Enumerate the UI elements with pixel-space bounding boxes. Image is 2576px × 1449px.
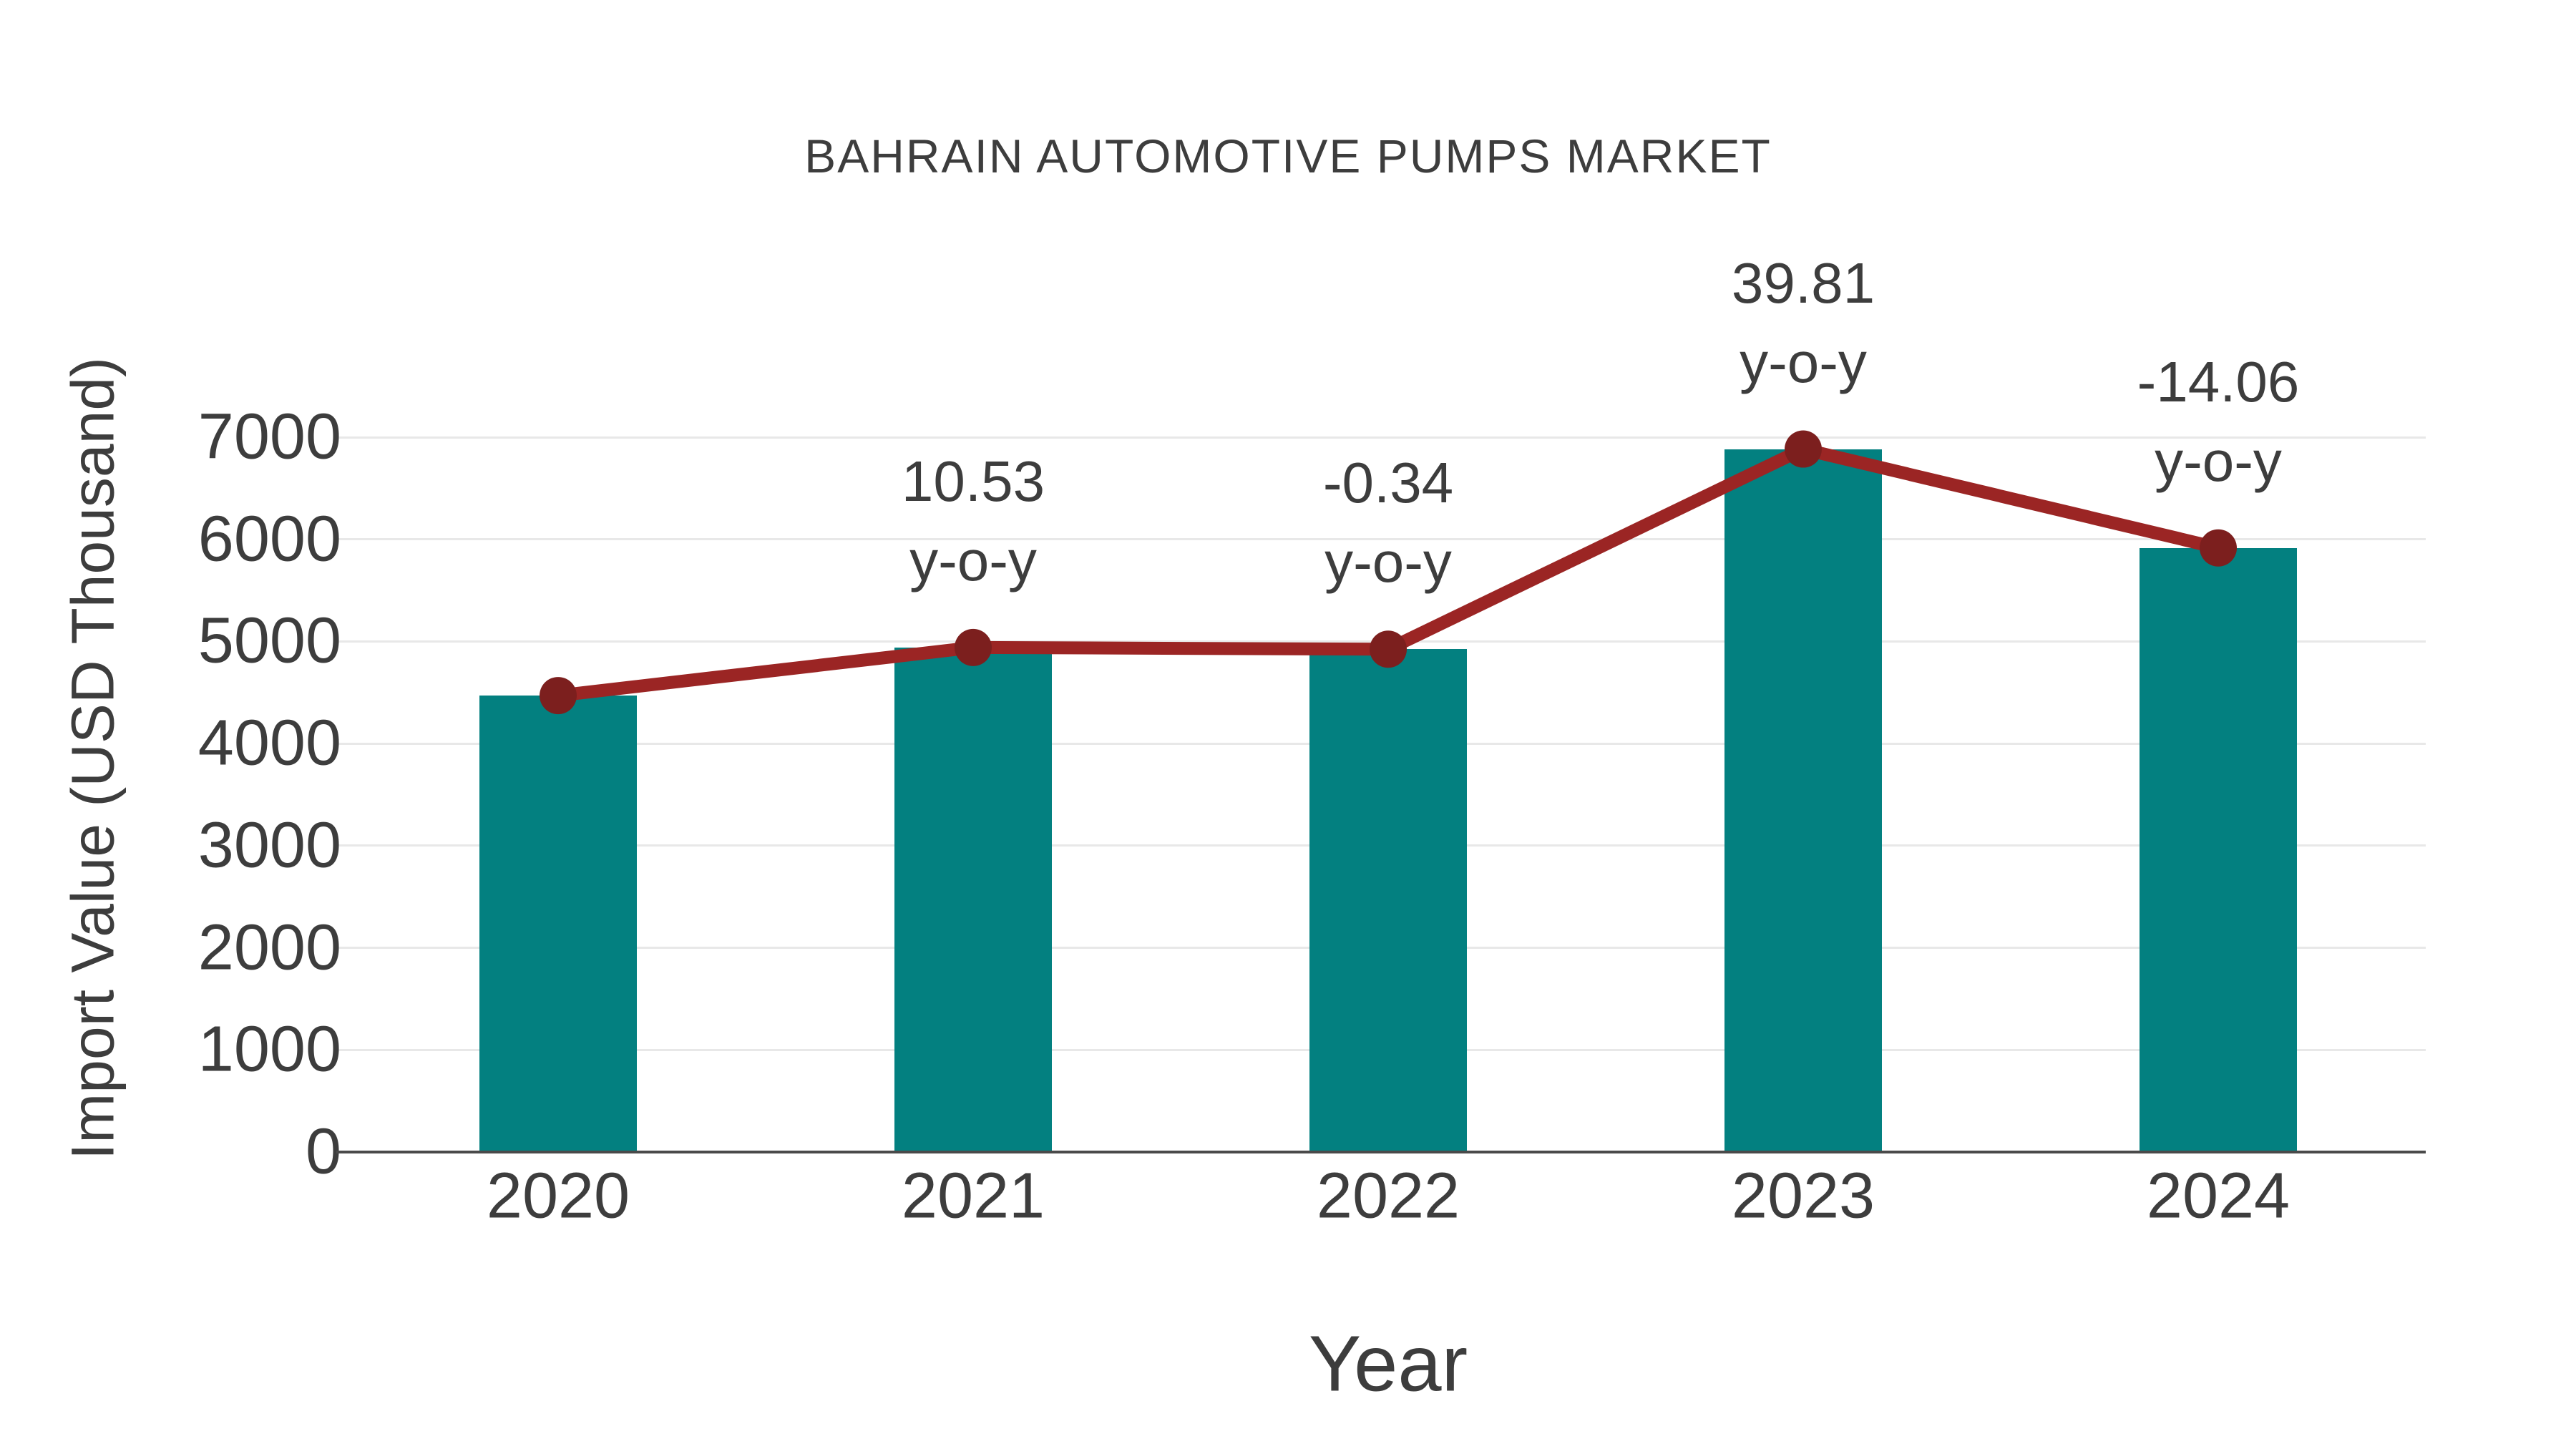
x-tick-label: 2022: [1316, 1160, 1460, 1232]
yoy-annotation-suffix: y-o-y: [1324, 530, 1452, 595]
yoy-annotation-suffix: y-o-y: [1740, 330, 1867, 394]
y-tick-label: 5000: [197, 605, 341, 677]
y-tick-label: 3000: [197, 809, 341, 882]
data-point-marker: [2200, 529, 2237, 567]
y-tick-label: 6000: [197, 503, 341, 575]
data-point-marker: [1370, 630, 1407, 668]
y-gridline: [336, 436, 2426, 439]
yoy-annotation-value: 39.81: [1731, 250, 1875, 315]
yoy-annotation-value: -14.06: [2137, 349, 2300, 414]
data-point-marker: [1785, 430, 1822, 468]
bar: [1309, 649, 1467, 1152]
x-tick-label: 2024: [2146, 1160, 2290, 1232]
y-tick-label: 0: [305, 1116, 341, 1188]
y-tick-label: 7000: [197, 401, 341, 473]
bar: [1724, 449, 1882, 1152]
data-point-marker: [540, 677, 577, 715]
x-tick-label: 2020: [486, 1160, 630, 1232]
data-point-marker: [955, 628, 992, 666]
yoy-annotation-value: -0.34: [1322, 451, 1454, 515]
chart-title: BAHRAIN AUTOMOTIVE PUMPS MARKET: [804, 130, 1772, 182]
yoy-annotation-value: 10.53: [901, 449, 1045, 513]
bar: [894, 647, 1052, 1152]
y-tick-label: 2000: [197, 912, 341, 984]
y-tick-label: 1000: [197, 1013, 341, 1085]
yoy-annotation-suffix: y-o-y: [2155, 429, 2282, 493]
x-tick-label: 2023: [1731, 1160, 1875, 1232]
y-tick-label: 4000: [197, 707, 341, 779]
yoy-annotation-suffix: y-o-y: [909, 528, 1037, 592]
x-axis-line: [336, 1151, 2426, 1153]
bar: [2140, 547, 2297, 1152]
x-axis-title: Year: [1308, 1319, 1468, 1408]
y-gridline: [336, 538, 2426, 541]
bar: [479, 696, 637, 1152]
x-tick-label: 2021: [901, 1160, 1045, 1232]
